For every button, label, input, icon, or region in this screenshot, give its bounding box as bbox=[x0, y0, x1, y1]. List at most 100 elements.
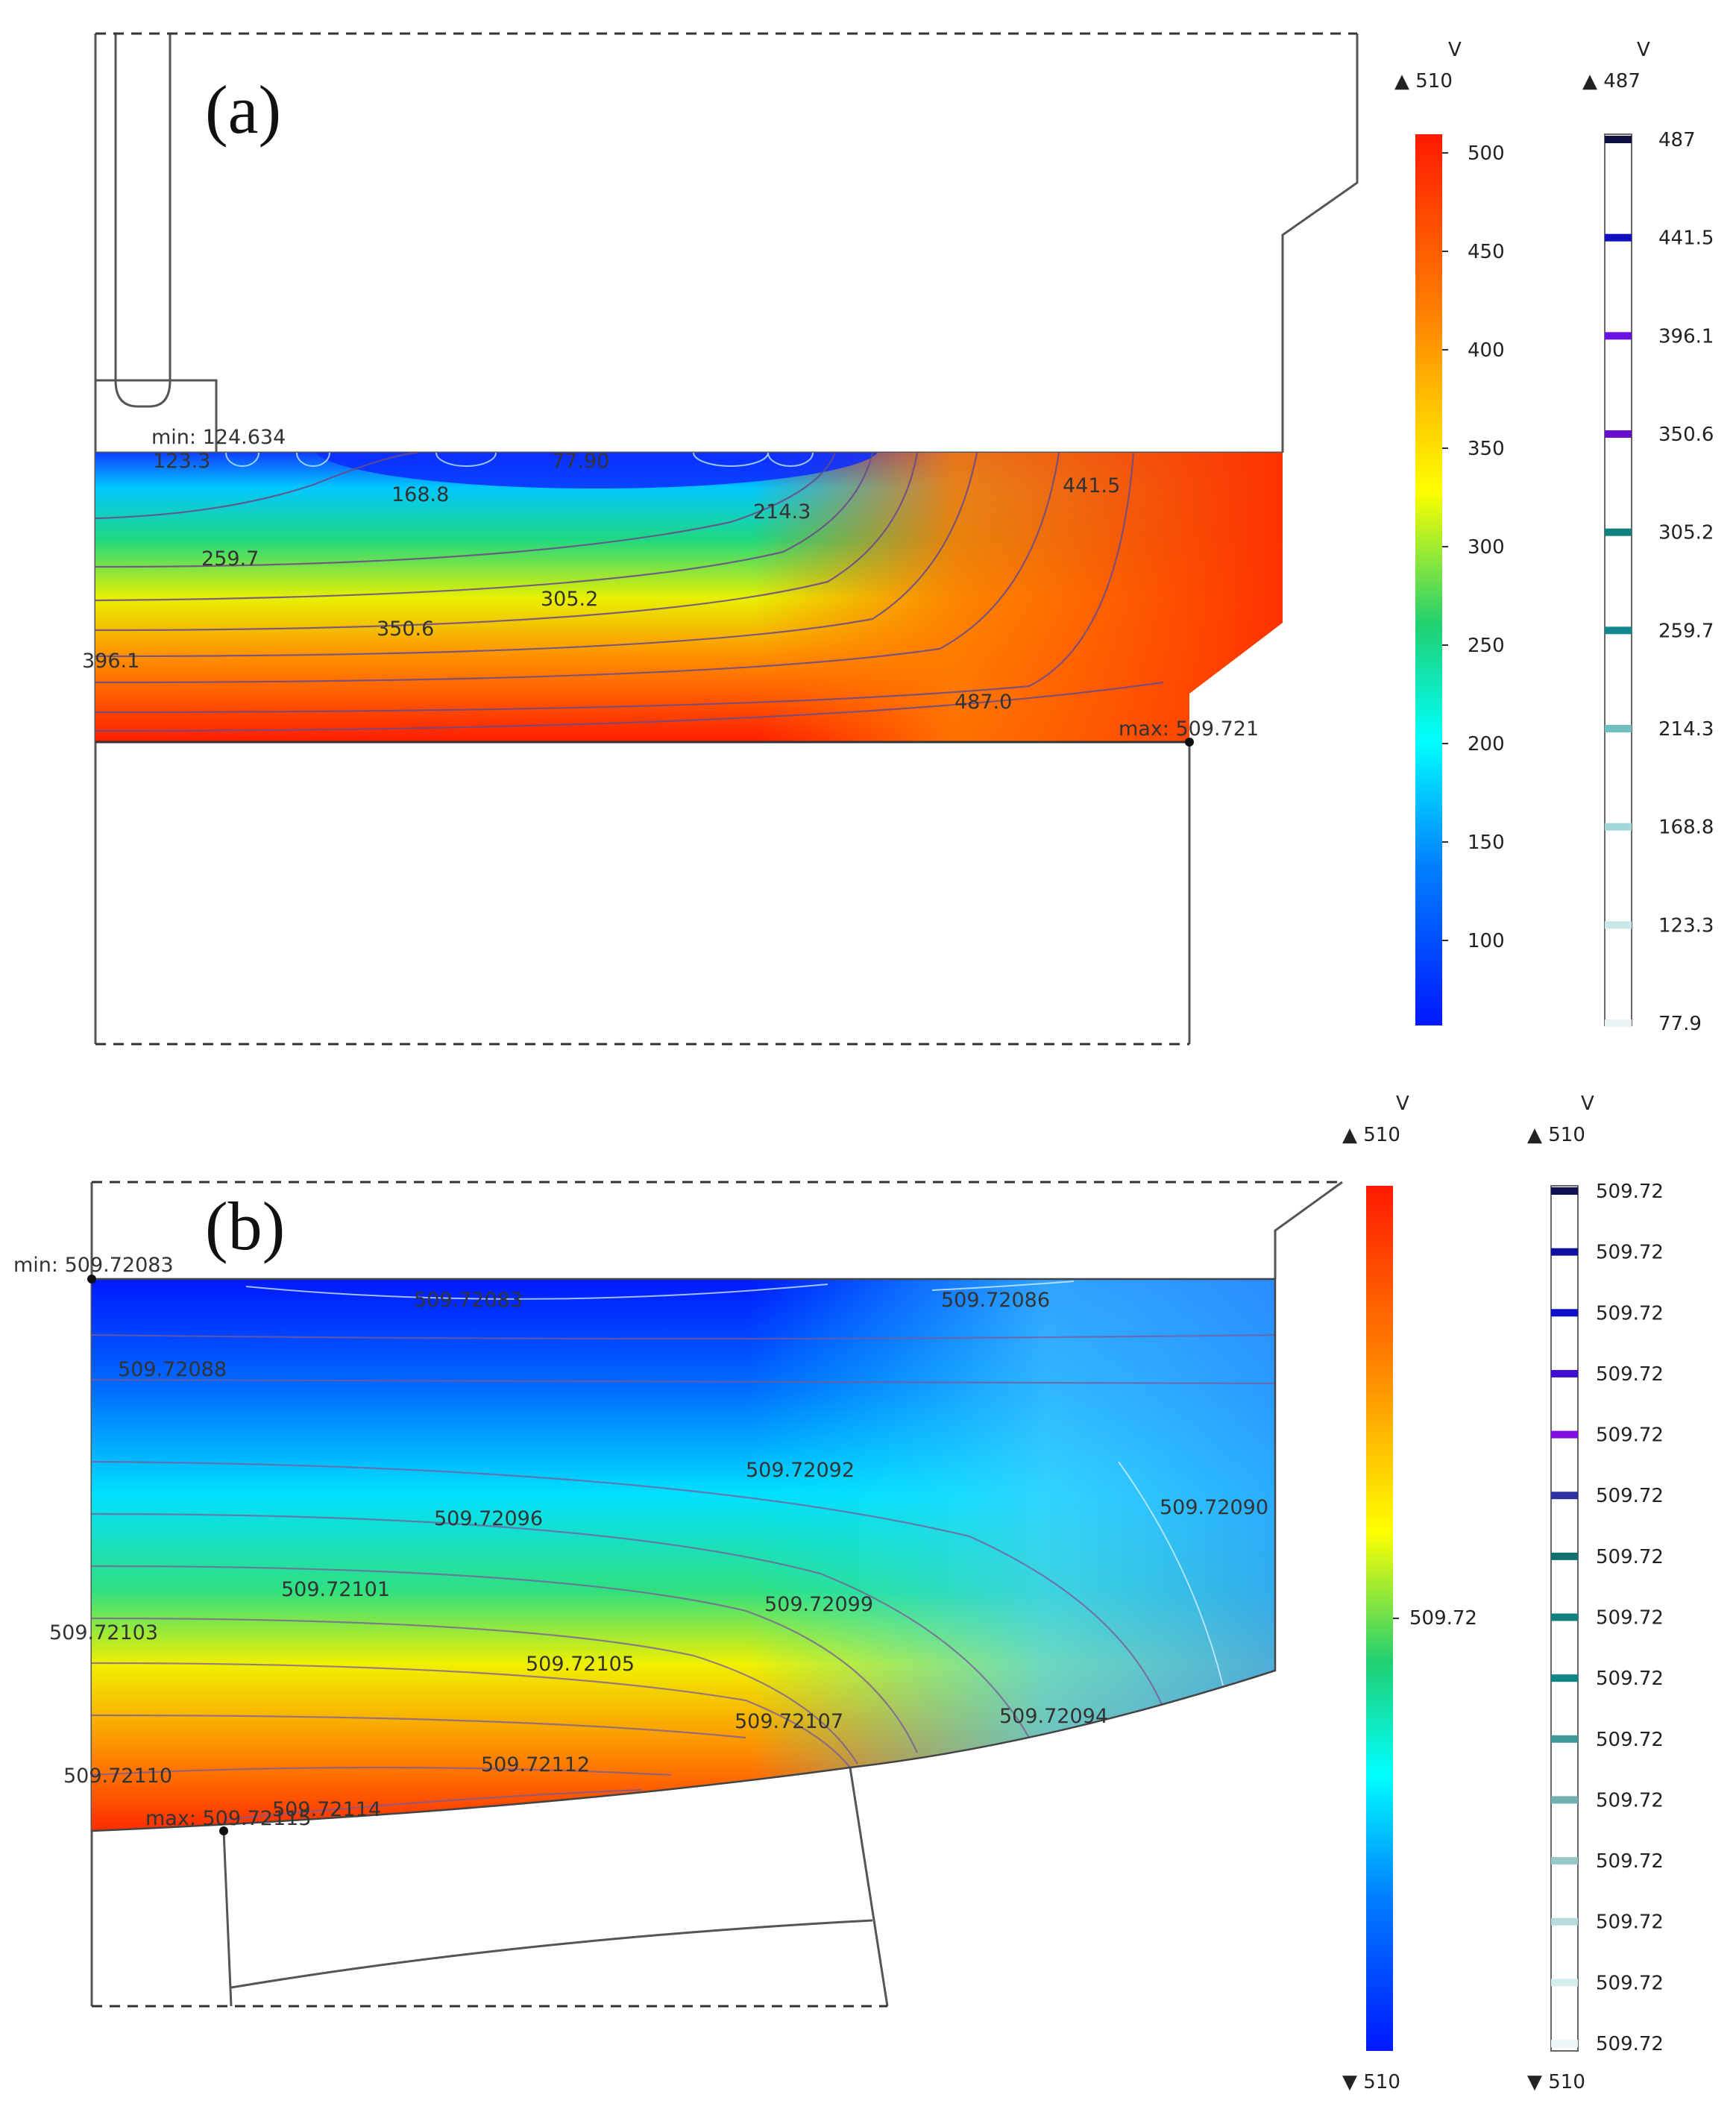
legend-level-swatch bbox=[1605, 136, 1632, 143]
legend-level-label: 509.72 bbox=[1596, 1242, 1664, 1264]
legend-tick-label: 450 bbox=[1468, 241, 1505, 263]
legend-level-swatch bbox=[1605, 823, 1632, 831]
legend-unit: V bbox=[1637, 39, 1650, 61]
legend-level-label: 509.72 bbox=[1596, 2033, 1664, 2055]
contour-label: 509.72088 bbox=[118, 1358, 227, 1381]
panel-b-label: (b) bbox=[205, 1188, 285, 1264]
legend-tick-label: 400 bbox=[1468, 339, 1505, 362]
legend-level-swatch bbox=[1605, 332, 1632, 340]
legend-level-label: 77.9 bbox=[1658, 1013, 1702, 1035]
legend-level-label: 509.72 bbox=[1596, 1485, 1664, 1507]
legend-level-label: 509.72 bbox=[1596, 1729, 1664, 1751]
legend-level-swatch bbox=[1551, 1735, 1578, 1743]
legend-level-label: 350.6 bbox=[1658, 424, 1714, 446]
contour-label: 123.3 bbox=[153, 450, 210, 473]
legend-tick-label: 200 bbox=[1468, 733, 1505, 755]
panel-a-max-point bbox=[1185, 738, 1194, 747]
contour-label: 396.1 bbox=[82, 650, 139, 673]
legend-level-swatch bbox=[1551, 1917, 1578, 1926]
contour-label: 509.72096 bbox=[434, 1507, 543, 1530]
legend-level-swatch bbox=[1605, 1019, 1632, 1027]
contour-label: 509.72092 bbox=[746, 1459, 855, 1482]
legend-level-label: 509.72 bbox=[1596, 1789, 1664, 1812]
legend-level-label: 259.7 bbox=[1658, 620, 1714, 642]
legend-level-swatch bbox=[1551, 1369, 1578, 1377]
legend-box bbox=[1604, 133, 1632, 1026]
legend-level-swatch bbox=[1551, 1613, 1578, 1621]
contour-label: 214.3 bbox=[753, 500, 811, 524]
contour-label: 441.5 bbox=[1063, 474, 1120, 497]
legend-level-label: 168.8 bbox=[1658, 817, 1714, 839]
legend-level-label: 509.72 bbox=[1596, 1850, 1664, 1873]
legend-level-swatch bbox=[1551, 1430, 1578, 1439]
legend-level-swatch bbox=[1551, 1552, 1578, 1560]
panel-b-max-label: max: 509.72115 bbox=[145, 1807, 312, 1830]
legend-level-label: 509.72 bbox=[1596, 1181, 1664, 1203]
legend-colorbar bbox=[1415, 134, 1442, 1025]
legend-tick-label: 100 bbox=[1468, 930, 1505, 952]
legend-level-label: 123.3 bbox=[1658, 914, 1714, 937]
contour-label: 509.72086 bbox=[941, 1289, 1050, 1312]
legend-level-swatch bbox=[1605, 528, 1632, 536]
legend-level-swatch bbox=[1605, 233, 1632, 242]
legend-max-marker: ▲ 510 bbox=[1527, 1124, 1585, 1146]
legend-level-label: 509.72 bbox=[1596, 1911, 1664, 1934]
panel-b-min-label: min: 509.72083 bbox=[13, 1254, 174, 1277]
legend-level-label: 487 bbox=[1658, 129, 1696, 151]
panel-a-label: (a) bbox=[205, 72, 281, 148]
contour-label: 305.2 bbox=[541, 588, 598, 611]
panel-b-contour-legend: V ▲ 510 509.72 509.72 509.72 509.72 509.72 50… bbox=[1527, 1093, 1664, 2093]
legend-level-swatch bbox=[1551, 1248, 1578, 1256]
legend-level-swatch bbox=[1551, 1187, 1578, 1195]
legend-max-marker: ▲ 510 bbox=[1394, 70, 1453, 92]
legend-level-swatch bbox=[1605, 921, 1632, 929]
legend-level-label: 305.2 bbox=[1658, 522, 1714, 544]
panel-a-contour-legend: V ▲ 487 487 441.5 396.1 350.6 305.2 259.7 214.… bbox=[1582, 39, 1714, 1035]
legend-level-swatch bbox=[1605, 725, 1632, 732]
legend-level-swatch bbox=[1605, 430, 1632, 438]
legend-level-label: 509.72 bbox=[1596, 1363, 1664, 1386]
legend-level-label: 509.72 bbox=[1596, 1668, 1664, 1690]
contour-label: 509.72107 bbox=[735, 1710, 843, 1733]
contour-label: 509.72103 bbox=[49, 1621, 158, 1644]
legend-level-swatch bbox=[1551, 2040, 1578, 2047]
panel-b-min-point bbox=[87, 1275, 96, 1283]
contour-label: 509.72105 bbox=[526, 1653, 635, 1676]
legend-level-swatch bbox=[1551, 1979, 1578, 1987]
panel-b-field bbox=[92, 1279, 1275, 1831]
legend-tick-label: 350 bbox=[1468, 438, 1505, 460]
legend-tick-label: 300 bbox=[1468, 536, 1505, 559]
contour-label: 259.7 bbox=[201, 547, 259, 571]
legend-level-swatch bbox=[1551, 1492, 1578, 1500]
contour-label: 509.72090 bbox=[1160, 1496, 1268, 1519]
contour-label: 350.6 bbox=[377, 618, 434, 641]
panel-a-dashed-border bbox=[95, 32, 1357, 1046]
legend-unit: V bbox=[1396, 1093, 1409, 1115]
legend-level-swatch bbox=[1551, 1857, 1578, 1865]
legend-tick-label: 250 bbox=[1468, 635, 1505, 657]
panel-b-max-point bbox=[219, 1826, 228, 1835]
contour-label: 77.90 bbox=[552, 450, 609, 473]
legend-level-label: 509.72 bbox=[1596, 1302, 1664, 1325]
legend-level-label: 509.72 bbox=[1596, 1972, 1664, 1994]
panel-b: (b) min: 509.72083 max: 509.72115 509.72… bbox=[13, 1093, 1664, 2093]
legend-level-swatch bbox=[1605, 626, 1632, 635]
legend-tick-label: 500 bbox=[1468, 142, 1505, 165]
legend-level-label: 396.1 bbox=[1658, 325, 1714, 348]
contour-label: 509.72083 bbox=[414, 1289, 523, 1312]
panel-a-min-label: min: 124.634 bbox=[151, 426, 286, 449]
contour-label: 509.72112 bbox=[481, 1753, 590, 1776]
panel-a-field bbox=[95, 453, 1283, 742]
panel-a: (a) min: 124.634 max: 509.721 123.3 77.9… bbox=[82, 32, 1714, 1046]
contour-label: 168.8 bbox=[391, 483, 449, 506]
legend-max-marker: ▲ 510 bbox=[1342, 1124, 1400, 1146]
contour-label: 509.72110 bbox=[63, 1765, 172, 1788]
contour-label: 509.72094 bbox=[999, 1705, 1108, 1728]
legend-min-marker: ▼ 510 bbox=[1527, 2071, 1585, 2093]
contour-label: 509.72101 bbox=[281, 1578, 390, 1601]
legend-unit: V bbox=[1581, 1093, 1594, 1115]
legend-level-label: 509.72 bbox=[1596, 1607, 1664, 1630]
legend-tick-label: 150 bbox=[1468, 832, 1505, 854]
legend-tick: 509.72 bbox=[1409, 1607, 1477, 1630]
